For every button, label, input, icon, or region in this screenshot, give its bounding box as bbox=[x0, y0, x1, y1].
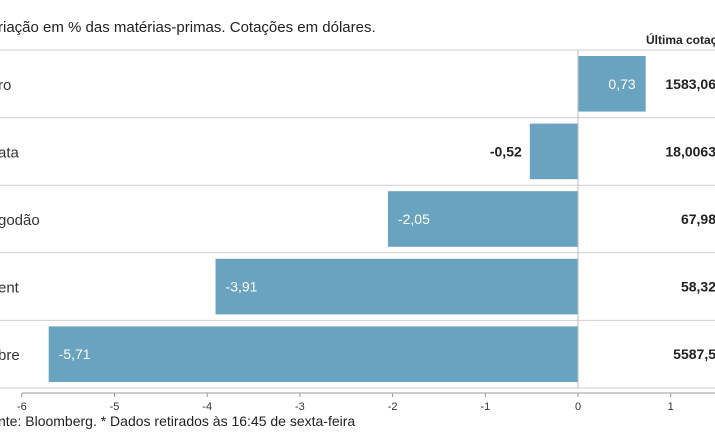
data-label: -3,91 bbox=[226, 279, 258, 295]
bar bbox=[578, 56, 646, 112]
x-tick-label: 1 bbox=[668, 401, 674, 413]
data-label: -0,52 bbox=[490, 143, 522, 159]
last-quote-column-header: Última cotaç bbox=[646, 32, 715, 47]
source-note: nte: Bloomberg. * Dados retirados às 16:… bbox=[0, 413, 355, 429]
category-label: ata bbox=[0, 144, 20, 161]
last-quote-value: 67,98 bbox=[681, 211, 715, 227]
data-label: -2,05 bbox=[398, 211, 430, 227]
chart-rows: ro 0,73 1583,06 ata -0,52 18,0063 godão -2,05 67… bbox=[0, 49, 715, 389]
chart-subtitle: riação em % das matérias-primas. Cotaçõe… bbox=[0, 19, 376, 36]
x-tick-label: -3 bbox=[295, 401, 305, 413]
bar bbox=[529, 123, 578, 180]
last-quote-value: 1583,06 bbox=[665, 76, 715, 92]
data-label: 0,73 bbox=[608, 76, 635, 92]
x-tick-label: -6 bbox=[17, 401, 27, 413]
x-tick-label: -4 bbox=[202, 401, 212, 413]
x-tick-label: -2 bbox=[388, 401, 398, 413]
last-quote-value: 5587,5 bbox=[673, 346, 715, 362]
x-tick-label: -1 bbox=[480, 401, 490, 413]
bar bbox=[387, 191, 578, 247]
category-label: ent bbox=[0, 280, 20, 297]
category-label: ro bbox=[0, 77, 11, 94]
data-label: -5,71 bbox=[59, 346, 91, 362]
x-axis: -6 -5 -4 -3 -2 -1 0 1 bbox=[17, 392, 715, 413]
bar bbox=[48, 326, 579, 382]
x-tick-label: 0 bbox=[575, 401, 581, 413]
x-tick-label: -5 bbox=[110, 401, 120, 413]
last-quote-value: 58,32 bbox=[681, 279, 715, 295]
last-quote-value: 18,0063 bbox=[665, 143, 715, 159]
category-label: bre bbox=[0, 347, 20, 364]
bar bbox=[215, 258, 578, 315]
category-label: godão bbox=[0, 212, 40, 229]
